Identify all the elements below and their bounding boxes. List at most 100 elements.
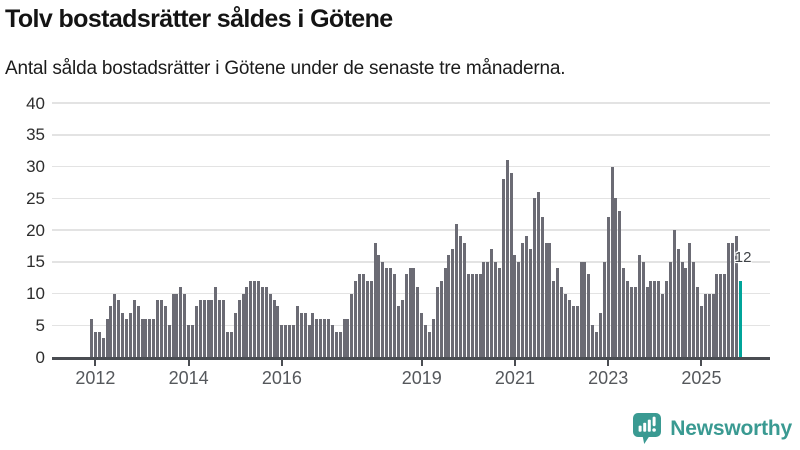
x-tick-2019 [420, 359, 423, 366]
bar [121, 312, 125, 357]
bar [346, 318, 350, 357]
y-axis-label-0: 0 [35, 347, 45, 367]
bar [90, 318, 93, 357]
bar [563, 293, 567, 357]
bar [459, 236, 463, 357]
bar [703, 293, 707, 357]
bar [272, 299, 276, 357]
gridline-35 [52, 134, 770, 136]
bar [431, 318, 435, 357]
bar [443, 268, 447, 357]
bar [462, 242, 466, 357]
x-axis-line [52, 357, 770, 360]
bar [179, 287, 183, 357]
chart-title: Tolv bostadsrätter såldes i Götene [5, 5, 393, 33]
bar [532, 198, 536, 357]
bar [202, 299, 206, 357]
y-axis-label-15: 15 [26, 252, 45, 272]
bar [229, 331, 233, 357]
bar [330, 325, 334, 357]
bar [198, 299, 202, 357]
y-axis-label-35: 35 [26, 125, 45, 145]
gridline-20 [52, 229, 770, 231]
bar [342, 318, 346, 357]
bar [668, 261, 672, 357]
bar [358, 274, 362, 357]
bar [233, 312, 237, 357]
bar [505, 160, 509, 357]
bar [241, 293, 245, 357]
bar [501, 179, 505, 357]
bar [128, 312, 132, 357]
bar [490, 249, 494, 357]
bar [583, 261, 587, 357]
bar [692, 261, 696, 357]
bar [579, 261, 583, 357]
x-axis-label-2019: 2019 [401, 368, 442, 388]
bar [672, 230, 676, 357]
y-axis-label-20: 20 [26, 220, 45, 240]
bar [288, 325, 292, 357]
bar [284, 325, 288, 357]
last-value-annotation: 12 [734, 248, 752, 266]
gridline-15 [52, 261, 770, 263]
brand-wordmark: Newsworthy [670, 416, 792, 440]
bar [552, 280, 556, 357]
bar [171, 293, 175, 357]
bar [699, 306, 703, 357]
bar [323, 318, 327, 357]
bar [575, 306, 579, 357]
bar [420, 312, 424, 357]
bar [435, 287, 439, 357]
bar [191, 325, 194, 357]
bar [664, 280, 668, 357]
bar [101, 337, 105, 357]
bar [117, 299, 121, 357]
bar [311, 312, 315, 357]
bar [497, 268, 501, 357]
bar [416, 287, 420, 357]
bar [377, 255, 381, 357]
bar [525, 236, 529, 357]
bar [136, 306, 140, 357]
newsworthy-chart-bubble-icon [632, 412, 662, 445]
bar [509, 172, 513, 357]
bar [292, 325, 296, 357]
bar [222, 299, 226, 357]
newsworthy-logo[interactable]: Newsworthy [632, 412, 792, 445]
x-tick-2023 [607, 359, 610, 366]
bar [295, 306, 299, 357]
bar [218, 299, 222, 357]
bar [396, 306, 400, 357]
bar [303, 312, 307, 357]
bar [630, 287, 633, 357]
bar [109, 306, 113, 357]
bar [253, 280, 257, 357]
y-axis-label-5: 5 [35, 315, 45, 335]
y-axis-label-40: 40 [26, 93, 45, 113]
bar [260, 287, 264, 357]
bar [385, 268, 389, 357]
bar [424, 325, 428, 357]
bar [734, 236, 738, 357]
bar [560, 287, 564, 357]
bar [93, 331, 97, 357]
bar [225, 331, 229, 357]
bar [536, 191, 540, 357]
bar [365, 280, 369, 357]
x-tick-2016 [280, 359, 283, 366]
bar [529, 249, 532, 357]
bar [361, 274, 365, 357]
bar [676, 249, 680, 357]
gridline-40 [52, 102, 770, 104]
bar [606, 217, 610, 357]
bar [707, 293, 711, 357]
bar [299, 312, 303, 357]
bar [641, 261, 645, 357]
bar [315, 318, 319, 357]
bar [326, 318, 330, 357]
x-tick-2014 [187, 359, 190, 366]
bar-highlighted [738, 280, 742, 357]
bar [319, 318, 323, 357]
bar [711, 293, 715, 357]
